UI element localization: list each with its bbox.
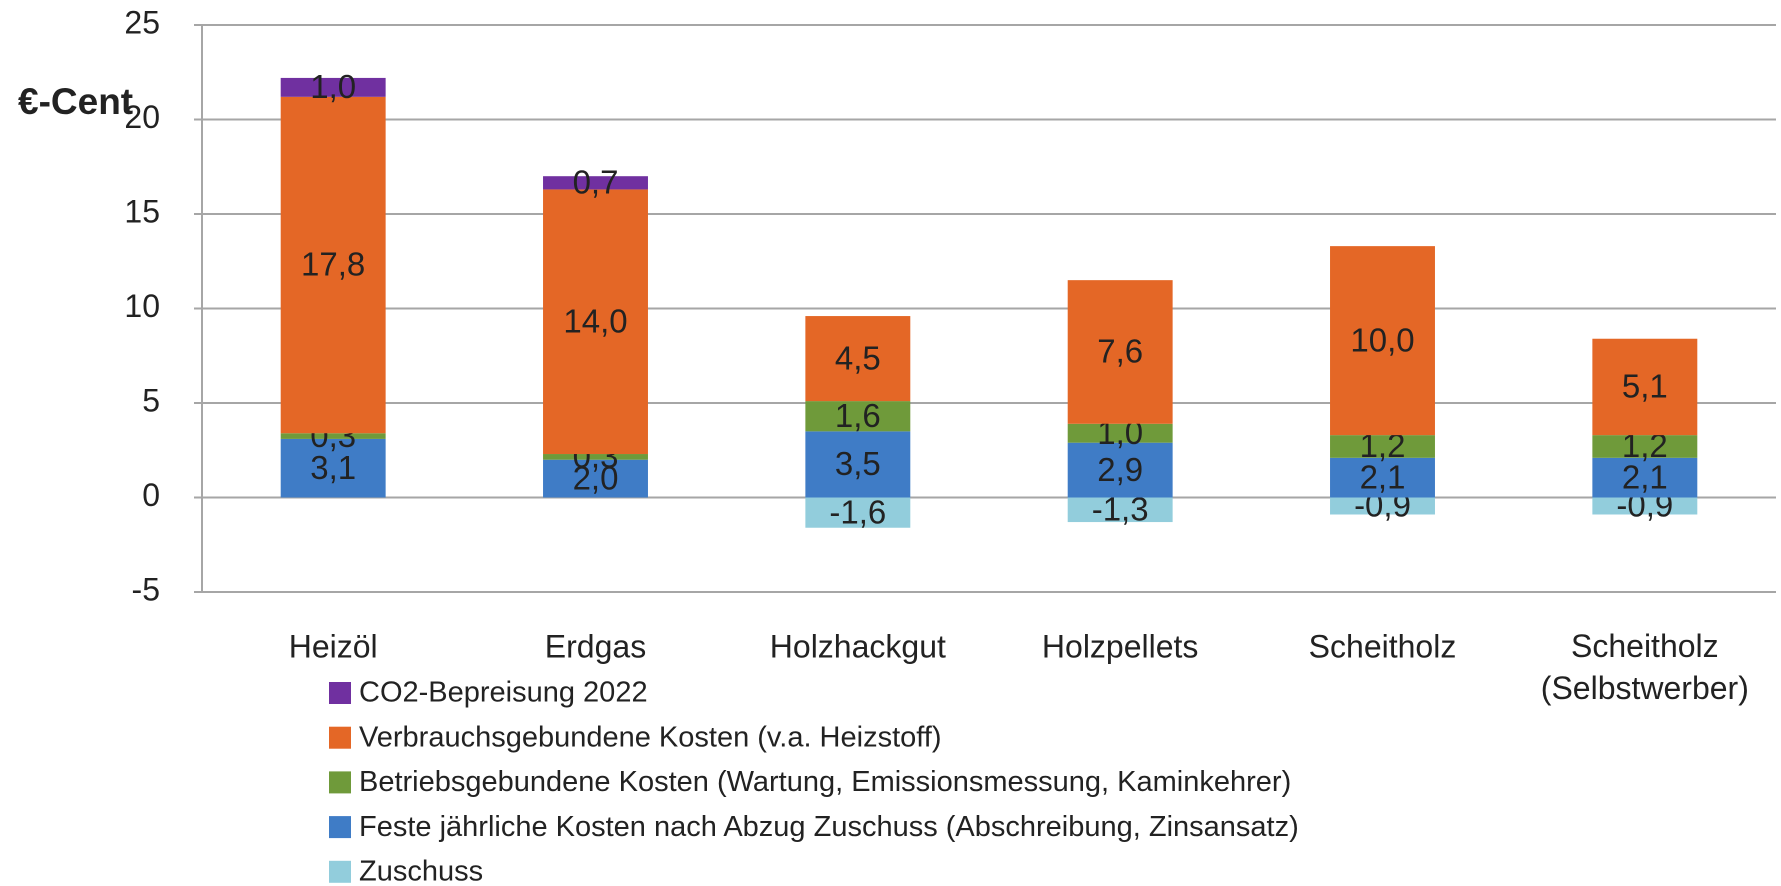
legend-label: Betriebsgebundene Kosten (Wartung, Emiss… [359, 766, 1291, 798]
legend-label: Verbrauchsgebundene Kosten (v.a. Heizsto… [359, 721, 942, 753]
legend-swatch [329, 726, 351, 749]
data-label: 3,1 [310, 449, 356, 486]
bar-segment [1067, 442, 1173, 498]
x-tick-label: Heizöl [289, 628, 378, 664]
bar-segment [1067, 423, 1173, 443]
y-axis-label: €-Cent [18, 81, 133, 122]
y-tick-label: -5 [132, 571, 160, 607]
x-tick-label: Holzhackgut [770, 628, 946, 664]
x-tick-label: Scheitholz [1309, 628, 1457, 664]
bar-segment [1330, 457, 1435, 498]
x-tick-label-line: (Selbstwerber) [1541, 670, 1749, 706]
data-label: 17,8 [301, 246, 365, 283]
bar-segment [805, 497, 911, 528]
bar-segment [805, 316, 911, 402]
legend-swatch [329, 771, 351, 794]
data-label: 2,1 [1360, 458, 1406, 495]
x-tick-label: Holzpellets [1042, 628, 1199, 664]
bar-segment [280, 433, 386, 439]
bar-segment [1592, 497, 1698, 515]
data-label: 4,5 [835, 339, 881, 376]
y-tick-label: 10 [124, 288, 160, 324]
bar-segment [543, 454, 648, 460]
data-label: 2,0 [573, 459, 619, 496]
bar-segment [1330, 435, 1435, 458]
bar-segment [280, 96, 386, 434]
y-tick-label: 0 [142, 477, 160, 513]
legend-label: Zuschuss [359, 855, 483, 886]
data-label: 5,1 [1622, 368, 1668, 405]
y-tick-label: 25 [124, 4, 160, 40]
data-label: 2,9 [1097, 451, 1143, 488]
x-tick-label: Scheitholz (Selbstwerber) [1541, 628, 1749, 706]
bar-segment [543, 459, 648, 498]
x-tick-label: Erdgas [545, 628, 646, 664]
data-label: 2,1 [1622, 458, 1668, 495]
bar-segment [1592, 435, 1698, 458]
y-tick-label: 15 [124, 193, 160, 229]
bar-segment [1592, 338, 1698, 436]
data-label: 0,7 [573, 164, 619, 201]
bar-segment [1067, 280, 1173, 424]
data-label: 7,6 [1097, 333, 1143, 370]
data-label: -1,6 [829, 493, 886, 530]
legend-swatch [329, 682, 351, 704]
bar-segment [1067, 497, 1173, 523]
data-label: 3,5 [835, 445, 881, 482]
bar-segment [1330, 497, 1435, 515]
data-label: 1,6 [835, 397, 881, 434]
y-tick-label: 20 [124, 99, 160, 135]
bar-segment [1592, 457, 1698, 498]
bar-segment [805, 431, 911, 498]
legend-label: CO2-Bepreisung 2022 [359, 677, 648, 709]
legend-swatch [329, 816, 351, 839]
legend-swatch [329, 860, 351, 883]
y-tick-label: 5 [142, 382, 160, 418]
bar-segment [543, 176, 648, 190]
data-label: 1,0 [310, 68, 356, 105]
bar-segment [280, 77, 386, 97]
bar-segment [805, 401, 911, 432]
bar-segment [543, 189, 648, 455]
x-tick-label-line: Scheitholz [1571, 628, 1719, 664]
data-label: 14,0 [563, 302, 627, 339]
data-label: 10,0 [1350, 321, 1414, 358]
bar-segment [1330, 246, 1435, 436]
legend-label: Feste jährliche Kosten nach Abzug Zuschu… [359, 811, 1299, 843]
bar-segment [280, 438, 386, 498]
